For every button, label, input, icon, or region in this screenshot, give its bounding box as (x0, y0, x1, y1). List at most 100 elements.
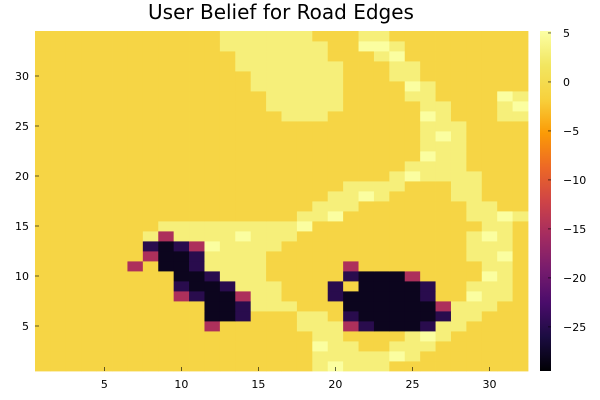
heatmap-cell (358, 171, 375, 182)
heatmap-cell (358, 331, 375, 342)
heatmap-cell (373, 321, 390, 332)
heatmap-cell (281, 351, 298, 362)
heatmap-cell (497, 291, 513, 302)
heatmap-cell (65, 71, 82, 82)
heatmap-cell (204, 131, 221, 142)
heatmap-cell (497, 111, 513, 122)
heatmap-cell (358, 251, 375, 262)
heatmap-cell (96, 351, 113, 362)
x-tick-label: 10 (174, 378, 188, 391)
heatmap-cell (404, 181, 421, 192)
heatmap-cell (466, 351, 483, 362)
heatmap-cell (96, 271, 113, 282)
heatmap-cell (219, 351, 236, 362)
heatmap-cell (327, 251, 344, 262)
heatmap-cell (127, 121, 144, 132)
heatmap-cell (189, 251, 205, 262)
heatmap-cell (189, 111, 205, 122)
heatmap-cell (189, 281, 205, 292)
heatmap-cell (50, 181, 67, 192)
heatmap-cell (466, 201, 483, 212)
heatmap-cell (112, 181, 128, 192)
heatmap-cell (373, 251, 390, 262)
heatmap-cell (512, 111, 529, 122)
heatmap-cell (189, 311, 205, 322)
heatmap-cell (173, 241, 190, 252)
heatmap-cell (173, 301, 190, 312)
heatmap-cell (435, 241, 452, 252)
heatmap-cell (158, 161, 175, 172)
heatmap-cell (373, 201, 390, 212)
heatmap-cell (127, 351, 144, 362)
heatmap-cell (142, 301, 159, 312)
heatmap-cell (466, 231, 483, 242)
x-tick-label: 30 (482, 378, 496, 391)
heatmap-cell (173, 131, 190, 142)
heatmap-cell (65, 351, 82, 362)
heatmap-cell (373, 341, 390, 352)
heatmap-cell (450, 141, 467, 152)
heatmap-cell (497, 241, 513, 252)
heatmap-cell (327, 41, 344, 52)
heatmap-cell (127, 181, 144, 192)
heatmap-cell (312, 241, 329, 252)
heatmap-cell (142, 251, 159, 262)
heatmap-cell (435, 121, 452, 132)
heatmap-cell (112, 231, 128, 242)
heatmap-cell (158, 221, 175, 232)
heatmap-cell (250, 361, 267, 372)
heatmap-cell (189, 101, 205, 112)
heatmap-cell (235, 51, 252, 62)
heatmap-cell (420, 241, 436, 252)
heatmap-cell (481, 61, 498, 72)
heatmap-cell (343, 61, 359, 72)
heatmap-cell (266, 311, 282, 322)
heatmap-cell (450, 341, 467, 352)
heatmap-cell (481, 231, 498, 242)
heatmap-cell (389, 61, 406, 72)
heatmap-cell (358, 191, 375, 202)
heatmap-cell (512, 311, 529, 322)
heatmap-cell (358, 351, 375, 362)
heatmap-cell (296, 181, 313, 192)
heatmap-cell (343, 51, 359, 62)
heatmap-cell (389, 131, 406, 142)
x-tick-label: 15 (251, 378, 265, 391)
heatmap-cell (219, 361, 236, 372)
heatmap-cell (142, 281, 159, 292)
heatmap-cell (450, 201, 467, 212)
heatmap-cell (420, 331, 436, 342)
heatmap-cell (81, 341, 98, 352)
heatmap-cell (435, 291, 452, 302)
heatmap-cell (127, 281, 144, 292)
heatmap-cell (343, 91, 359, 102)
heatmap-cell (173, 151, 190, 162)
heatmap-cell (466, 51, 483, 62)
heatmap-cell (142, 361, 159, 372)
heatmap-cell (204, 61, 221, 72)
heatmap-cell (358, 181, 375, 192)
heatmap-cell (358, 301, 375, 312)
heatmap-cell (189, 61, 205, 72)
y-tick-label: 15 (15, 220, 29, 233)
heatmap-cell (373, 231, 390, 242)
y-tick-label: 25 (15, 120, 29, 133)
heatmap-cell (497, 201, 513, 212)
heatmap-cell (481, 291, 498, 302)
heatmap-cell (312, 221, 329, 232)
heatmap-cell (158, 51, 175, 62)
heatmap-cell (266, 331, 282, 342)
heatmap-cell (450, 51, 467, 62)
heatmap-cell (65, 341, 82, 352)
heatmap-cell (35, 131, 51, 142)
heatmap-cell (435, 281, 452, 292)
heatmap-cell (312, 91, 329, 102)
heatmap-cell (450, 221, 467, 232)
heatmap-cell (389, 91, 406, 102)
heatmap-cell (81, 161, 98, 172)
heatmap-cell (497, 341, 513, 352)
heatmap-cell (96, 241, 113, 252)
heatmap-cell (127, 111, 144, 122)
heatmap-cell (296, 171, 313, 182)
